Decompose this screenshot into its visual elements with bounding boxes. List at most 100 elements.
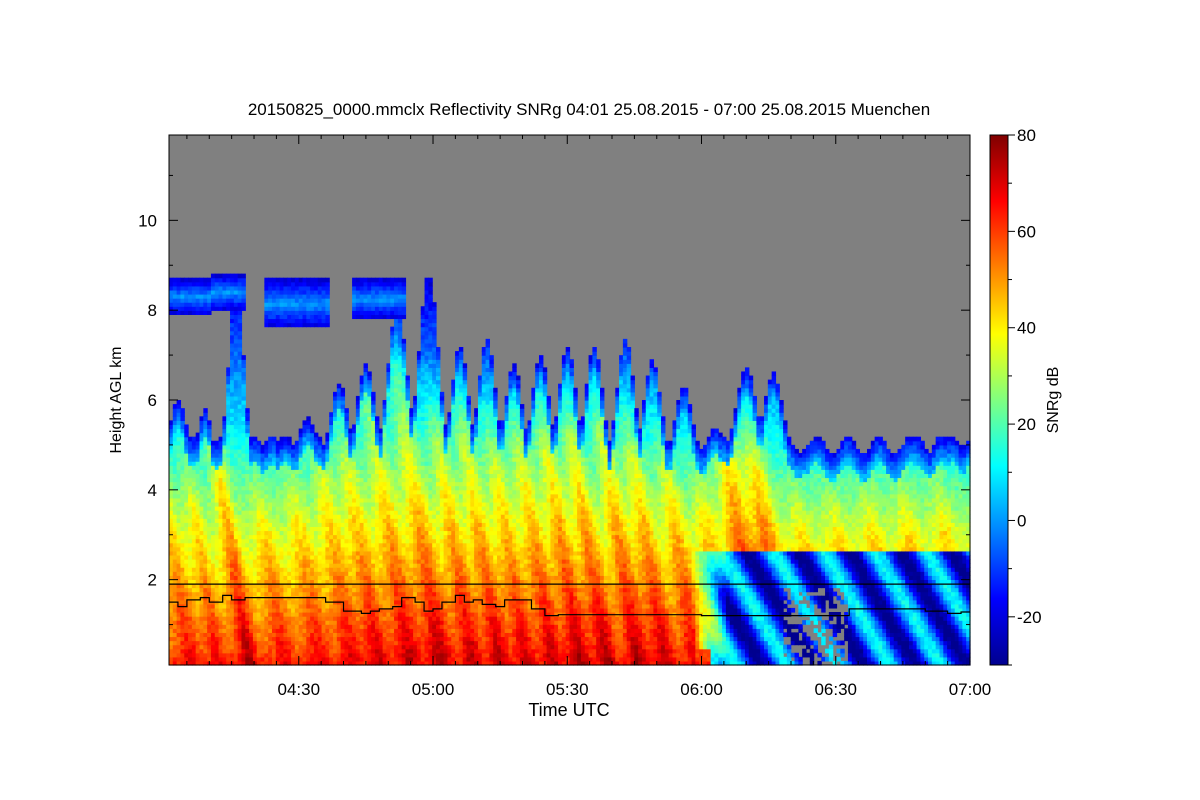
heatmap-cell	[333, 412, 338, 417]
heatmap-cell	[401, 648, 407, 654]
heatmap-cell	[199, 599, 204, 605]
heatmap-cell	[329, 497, 334, 503]
heatmap-cell	[207, 477, 212, 483]
heatmap-cell	[207, 306, 212, 311]
heatmap-cell	[287, 624, 292, 629]
heatmap-cell	[394, 493, 399, 499]
heatmap-cell	[195, 612, 201, 617]
heatmap-cell	[352, 636, 357, 642]
heatmap-cell	[374, 563, 380, 568]
heatmap-cell	[241, 420, 246, 426]
heatmap-cell	[230, 575, 235, 580]
heatmap-cell	[405, 416, 410, 421]
heatmap-cell	[394, 595, 399, 601]
heatmap-cell	[172, 583, 178, 589]
heatmap-cell	[287, 314, 292, 320]
heatmap-cell	[191, 506, 197, 511]
heatmap-cell	[367, 501, 372, 507]
heatmap-cell	[397, 416, 403, 421]
heatmap-cell	[371, 493, 376, 499]
heatmap-cell	[283, 554, 288, 560]
heatmap-cell	[275, 440, 281, 446]
heatmap-cell	[222, 506, 227, 511]
heatmap-cell	[310, 306, 315, 311]
heatmap-cell	[405, 640, 410, 646]
heatmap-cell	[188, 563, 193, 568]
heatmap-cell	[386, 501, 391, 507]
heatmap-cell	[291, 640, 296, 646]
heatmap-cell	[313, 514, 319, 519]
heatmap-cell	[283, 660, 288, 666]
heatmap-cell	[271, 444, 277, 450]
heatmap-cell	[390, 334, 395, 340]
heatmap-cell	[363, 616, 368, 621]
heatmap-cell	[367, 379, 372, 385]
heatmap-cell	[420, 567, 426, 572]
heatmap-cell	[401, 404, 407, 409]
heatmap-cell	[271, 607, 277, 613]
heatmap-cell	[294, 571, 300, 576]
heatmap-cell	[344, 640, 349, 646]
heatmap-cell	[233, 375, 239, 381]
heatmap-cell	[325, 281, 330, 287]
heatmap-cell	[386, 289, 391, 295]
heatmap-cell	[310, 660, 315, 666]
heatmap-cell	[180, 620, 185, 625]
heatmap-cell	[214, 530, 220, 536]
heatmap-cell	[294, 518, 300, 523]
heatmap-cell	[374, 612, 380, 617]
heatmap-cell	[271, 294, 277, 299]
heatmap-cell	[386, 281, 391, 287]
heatmap-cell	[222, 522, 227, 527]
heatmap-cell	[424, 534, 429, 540]
heatmap-cell	[180, 571, 185, 576]
heatmap-cell	[355, 526, 361, 532]
heatmap-cell	[317, 289, 323, 295]
heatmap-cell	[294, 591, 300, 597]
heatmap-cell	[271, 322, 277, 328]
heatmap-cell	[256, 457, 262, 462]
heatmap-cell	[378, 587, 384, 593]
heatmap-cell	[416, 379, 422, 385]
heatmap-cell	[355, 404, 361, 409]
heatmap-cell	[249, 583, 254, 589]
heatmap-cell	[325, 294, 330, 299]
heatmap-cell	[283, 285, 288, 291]
heatmap-cell	[394, 444, 399, 450]
heatmap-cell	[172, 628, 178, 633]
heatmap-cell	[306, 322, 311, 328]
heatmap-cell	[191, 298, 197, 303]
heatmap-cell	[306, 485, 311, 491]
heatmap-cell	[180, 640, 185, 646]
heatmap-cell	[363, 591, 368, 597]
heatmap-cell	[336, 571, 342, 576]
heatmap-cell	[279, 644, 285, 650]
heatmap-cell	[283, 506, 288, 511]
heatmap-cell	[237, 603, 243, 609]
heatmap-cell	[344, 591, 349, 597]
heatmap-cell	[386, 379, 391, 385]
heatmap-cell	[180, 432, 185, 438]
heatmap-cell	[394, 371, 399, 377]
heatmap-cell	[428, 587, 433, 593]
heatmap-cell	[222, 530, 227, 536]
heatmap-cell	[325, 469, 330, 474]
heatmap-cell	[180, 612, 185, 617]
heatmap-cell	[176, 444, 182, 450]
heatmap-cell	[321, 656, 326, 662]
heatmap-cell	[268, 457, 273, 462]
heatmap-cell	[413, 534, 418, 540]
heatmap-cell	[233, 465, 239, 470]
heatmap-cell	[245, 518, 250, 523]
heatmap-cell	[230, 306, 235, 311]
heatmap-cell	[367, 571, 372, 576]
heatmap-cell	[237, 632, 243, 638]
heatmap-cell	[169, 534, 174, 540]
heatmap-cell	[405, 603, 410, 609]
heatmap-cell	[317, 648, 323, 654]
heatmap-cell	[245, 493, 250, 499]
heatmap-cell	[188, 448, 193, 454]
heatmap-cell	[260, 457, 265, 462]
heatmap-cell	[287, 652, 292, 658]
heatmap-cell	[218, 448, 223, 454]
